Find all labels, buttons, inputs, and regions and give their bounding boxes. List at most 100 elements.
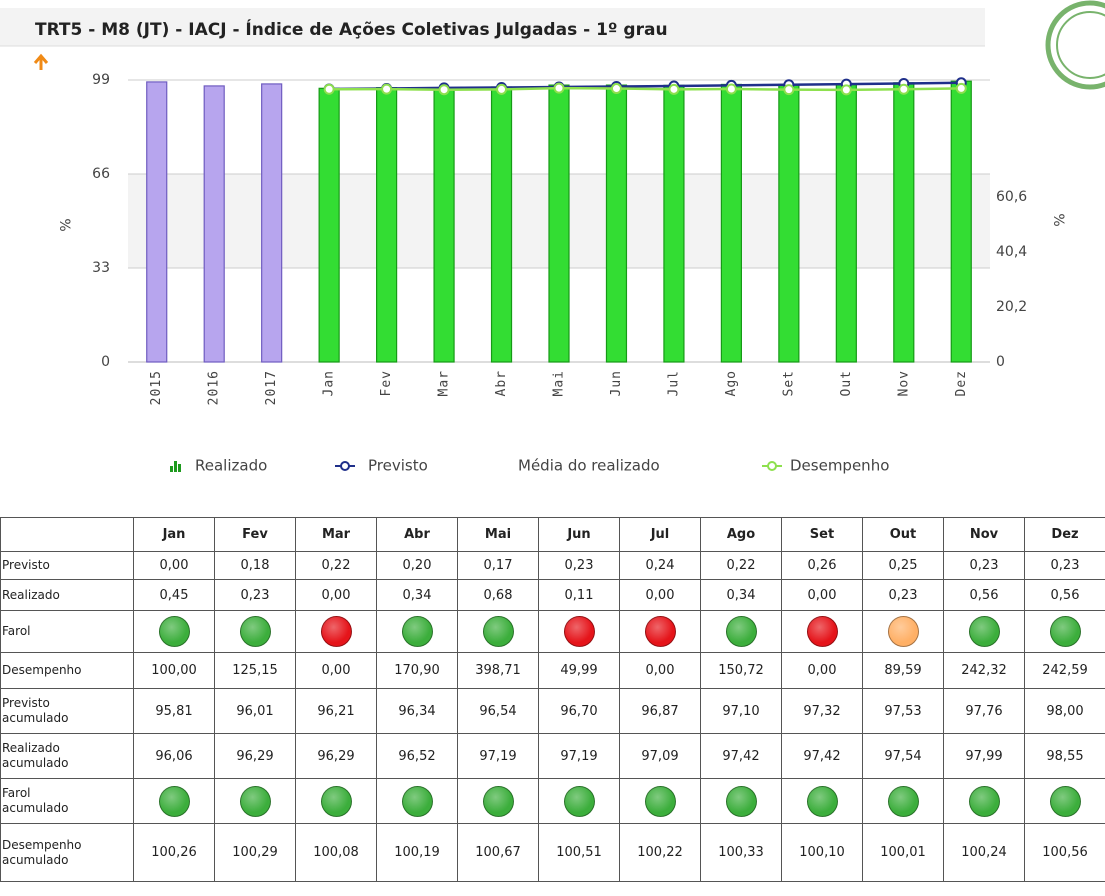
legend-label: Previsto [368,457,428,475]
legend-label: Realizado [195,457,267,475]
table-cell [700,778,782,824]
bar [950,80,972,363]
bar [663,84,685,363]
table-cell: 0,56 [943,579,1025,611]
table-cell [619,778,701,824]
y2-axis-label: % [1050,213,1066,226]
row-label: Farol acumulado [2,786,69,815]
table-row: Realizado 0,45 0,23 0,00 0,34 0,68 0,11 0,00 0,3… [0,579,1105,611]
table-cell [376,778,458,824]
table-cell: 398,71 [457,652,539,689]
table-cell: 100,08 [295,823,377,882]
table-cell: 242,32 [943,652,1025,689]
y2-tick-label: 40,4 [996,244,1027,260]
table-cell: 98,00 [1024,688,1105,734]
table-cell: 96,87 [619,688,701,734]
table-cell: 96,29 [214,733,296,779]
table-cell: 96,21 [295,688,377,734]
column-header: Dez [1024,517,1105,552]
column-header: Nov [943,517,1025,552]
row-label-cell: Realizado acumulado [0,733,134,779]
table-cell: 170,90 [376,652,458,689]
farol-light [563,616,595,647]
column-header: Out [862,517,944,552]
table-cell: 100,24 [943,823,1025,882]
point [381,83,393,95]
data-table: Jan Fev Mar Abr Mai Jun Jul Ago Set Out Nov Dez Prev… [0,517,1105,882]
point [840,84,852,96]
farol-light [725,616,757,647]
legend-label: Desempenho [790,457,889,475]
table-cell [781,778,863,824]
legend-icon [178,464,181,472]
y2-tick-label: 60,6 [996,189,1027,205]
farol-light [644,616,676,647]
table-cell: 97,76 [943,688,1025,734]
table-cell [457,778,539,824]
table-cell: 100,26 [133,823,215,882]
table-cell [295,610,377,653]
table-cell: 0,11 [538,579,620,611]
point [610,83,622,95]
farol-light [806,785,838,817]
legend-icon [767,461,777,471]
table-cell [457,610,539,653]
legend-icon [174,461,177,472]
bar [835,83,857,363]
table-cell: 97,42 [781,733,863,779]
farol-light [482,785,514,817]
point [783,84,795,96]
table-cell: 100,51 [538,823,620,882]
column-header: Fev [214,517,296,552]
farol-light [968,785,1000,817]
table-cell: 0,00 [295,579,377,611]
table-cell: 0,68 [457,579,539,611]
table-cell [214,778,296,824]
point [668,83,680,95]
table-cell: 0,20 [376,551,458,580]
table-cell: 0,23 [943,551,1025,580]
farol-light [887,785,919,817]
column-header: Jan [133,517,215,552]
table-cell: 95,81 [133,688,215,734]
row-label-cell: Desempenho acumulado [0,823,134,882]
farol-light [725,785,757,817]
table-cell: 96,34 [376,688,458,734]
table-cell: 0,00 [619,579,701,611]
x-tick-label: 2017 [264,370,279,405]
x-tick-label: Ago [724,370,739,396]
column-header: Ago [700,517,782,552]
table-cell [1024,778,1105,824]
table-cell: 97,53 [862,688,944,734]
row-label-cell: Previsto acumulado [0,688,134,734]
y-tick-label: 66 [92,166,110,182]
farol-light [644,785,676,817]
table-cell: 100,19 [376,823,458,882]
x-tick-label: Abr [494,370,509,396]
table-cell: 89,59 [862,652,944,689]
y-tick-label: 0 [101,354,110,370]
table-cell [943,610,1025,653]
y-axis-label: % [56,218,72,231]
y-tick-label: 33 [92,260,110,276]
table-cell: 97,99 [943,733,1025,779]
table-row: Farol acumulado [0,778,1105,824]
x-tick-label: 2016 [207,370,222,405]
table-cell [214,610,296,653]
table-cell [295,778,377,824]
table-cell: 0,56 [1024,579,1105,611]
up-arrow-icon[interactable] [33,53,49,70]
y2-tick-label: 20,2 [996,299,1027,315]
y2-tick-label: 0 [996,354,1005,370]
table-cell: 96,01 [214,688,296,734]
table-cell: 100,33 [700,823,782,882]
table-cell: 0,23 [862,579,944,611]
table-cell: 97,32 [781,688,863,734]
corner-cell [0,517,134,552]
row-label-cell: Previsto [0,551,134,580]
column-header: Set [781,517,863,552]
table-cell: 97,19 [538,733,620,779]
table-cell: 0,00 [781,579,863,611]
table-cell: 0,23 [1024,551,1105,580]
line [329,86,962,92]
